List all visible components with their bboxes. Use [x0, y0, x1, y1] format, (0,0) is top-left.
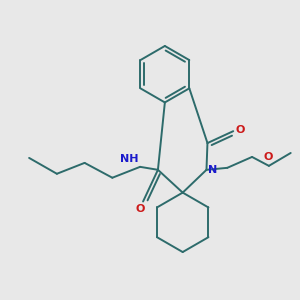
Text: NH: NH — [120, 154, 139, 164]
Text: O: O — [236, 125, 245, 135]
Text: O: O — [136, 205, 146, 214]
Text: N: N — [208, 165, 217, 175]
Text: O: O — [264, 152, 273, 162]
